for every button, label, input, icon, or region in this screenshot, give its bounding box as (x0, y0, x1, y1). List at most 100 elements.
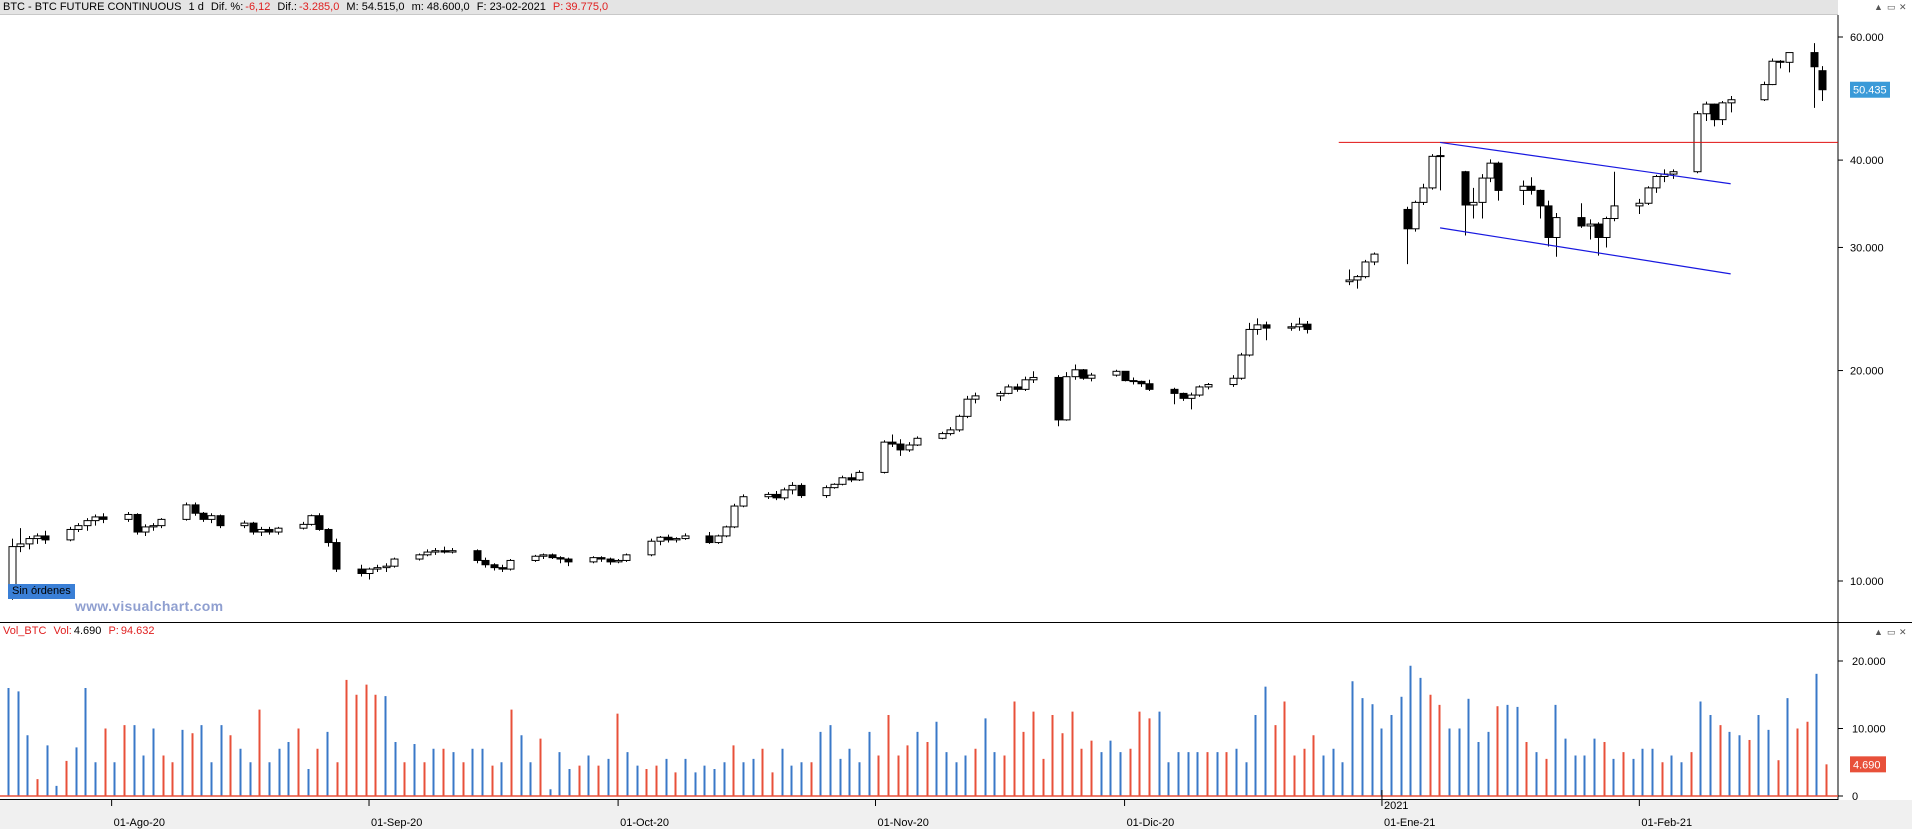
candle-up (1237, 354, 1246, 379)
candle-down (41, 535, 50, 541)
candle-up (1610, 205, 1619, 220)
candle-up (589, 557, 598, 563)
close-icon-top[interactable]: ✕ (1899, 2, 1907, 12)
candle-up (1361, 261, 1370, 278)
orders-status-tag[interactable]: Sin órdenes (8, 584, 75, 599)
candle-up (1253, 324, 1262, 330)
candle-up (33, 535, 42, 540)
volume-tick-label: 10.000 (1852, 724, 1886, 736)
price-tick-label: 10.000 (1850, 576, 1884, 588)
candle-up (656, 536, 665, 542)
candle-down (265, 528, 274, 533)
candle-down (481, 559, 490, 566)
scroll-up-arrow-icon[interactable]: ▲ (1874, 627, 1883, 637)
candle-up (1353, 276, 1362, 281)
candle-up (1345, 279, 1354, 283)
axis-layer: 60.000 40.000 30.000 20.000 10.000 50.435 20.0… (111, 32, 1890, 829)
candle-up (614, 559, 623, 563)
time-tick-label: 01-Nov-20 (877, 817, 928, 829)
candle-down (548, 554, 557, 559)
candle-up (1519, 185, 1528, 191)
candle-down (1710, 103, 1719, 121)
candle-up (307, 515, 316, 525)
candle-down (1262, 324, 1271, 329)
candle-down (1145, 383, 1154, 390)
candle-up (1436, 155, 1445, 158)
candle-up (946, 429, 955, 435)
candle-down (249, 522, 258, 533)
candle-up (830, 483, 839, 489)
price-chart-header: BTC - BTC FUTURE CONTINUOUS 1 d Dif. %: -… (0, 0, 1838, 15)
candle-up (1071, 369, 1080, 378)
price-tick-label: 60.000 (1850, 32, 1884, 44)
candle-up (1029, 376, 1038, 381)
candle-up (722, 526, 731, 537)
expand-arrow-icon[interactable]: ▭ (1887, 627, 1896, 637)
candle-down (332, 542, 341, 570)
candle-up (257, 528, 266, 533)
candle-up (415, 554, 424, 560)
candle-down (597, 557, 606, 560)
max-value: M: 54.515,0 (346, 1, 405, 13)
candle-up (880, 441, 889, 473)
candle-down (1129, 380, 1138, 383)
volume-tick-label: 0 (1852, 791, 1858, 803)
candle-up (1768, 60, 1777, 86)
candle-up (938, 433, 947, 439)
expand-arrow-icon-top[interactable]: ▭ (1887, 2, 1896, 12)
last-price-label: 50.435 (1853, 85, 1887, 97)
candle-up (905, 444, 914, 451)
volume-layer (0, 665, 1838, 797)
candle-down (1776, 60, 1785, 63)
date-value: F: 23-02-2021 (476, 1, 546, 13)
price-tick-label: 40.000 (1850, 155, 1884, 167)
candle-down (490, 564, 499, 569)
candle-down (1179, 392, 1188, 399)
candle-up (1245, 328, 1254, 356)
year-marker-label: 2021 (1384, 800, 1408, 812)
close-icon[interactable]: ✕ (1899, 627, 1907, 637)
candle-up (955, 415, 964, 431)
candle-down (1577, 217, 1586, 227)
candle-up (730, 505, 739, 528)
candle-up (149, 525, 158, 528)
candle-up (1187, 394, 1196, 399)
price-tick-label: 20.000 (1850, 366, 1884, 378)
candle-up (1586, 223, 1595, 227)
candle-up (1478, 177, 1487, 203)
price-axis-area (1838, 15, 1912, 829)
candle-up (531, 555, 540, 561)
candle-up (1087, 374, 1096, 379)
candle-up (1785, 52, 1794, 63)
candle-up (1652, 175, 1661, 189)
candle-up (299, 523, 308, 529)
candle-up (1062, 376, 1071, 421)
candle-up (1004, 386, 1013, 394)
volume-vol-label: Vol: (53, 625, 72, 637)
candle-up (780, 489, 789, 499)
candle-down (216, 515, 225, 527)
price-tick-label: 30.000 (1850, 242, 1884, 254)
candle-up (822, 487, 831, 497)
dif-label: Dif.: (277, 1, 297, 13)
candle-up (274, 527, 283, 533)
candle-down (564, 558, 573, 563)
period-label: 1 d (188, 1, 204, 13)
candle-down (1403, 208, 1412, 230)
candle-up (182, 504, 191, 520)
candle-up (207, 515, 216, 520)
candle-down (191, 504, 200, 514)
candle-up (448, 550, 457, 553)
candle-up (124, 513, 133, 520)
scroll-up-arrow-icon-top[interactable]: ▲ (1874, 2, 1883, 12)
price-value: 39.775,0 (565, 1, 609, 13)
candle-up (996, 392, 1005, 397)
candle-up (240, 522, 249, 527)
candle-down (1013, 386, 1022, 390)
candle-down (357, 568, 366, 575)
candle-up (1229, 377, 1238, 386)
candle-up (739, 496, 748, 507)
candle-up (373, 567, 382, 570)
candle-down (1536, 189, 1545, 207)
